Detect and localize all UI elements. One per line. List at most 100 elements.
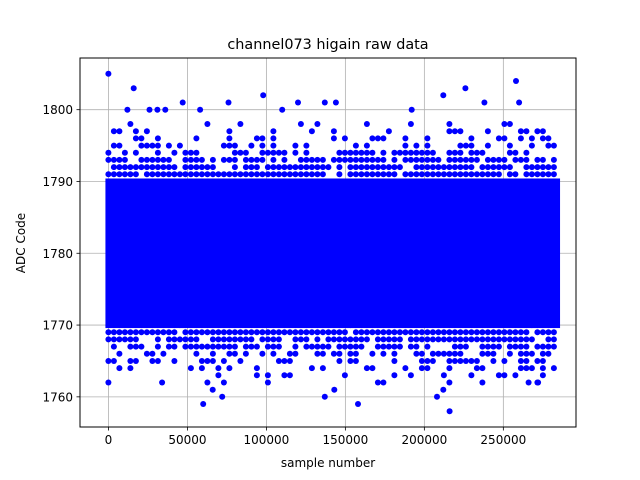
data-point (314, 336, 321, 343)
data-point (528, 164, 535, 171)
data-point (138, 164, 145, 171)
data-point (281, 329, 288, 336)
data-point (418, 329, 425, 336)
data-point (462, 178, 469, 185)
data-point (418, 336, 425, 343)
data-point (446, 336, 453, 343)
data-point (424, 343, 431, 350)
data-point (429, 336, 436, 343)
data-point (292, 142, 299, 149)
data-point (418, 350, 425, 357)
y-tick-label: 1770 (42, 319, 73, 333)
data-point (451, 164, 458, 171)
data-point (209, 171, 216, 178)
data-point (352, 350, 359, 357)
data-point (105, 329, 112, 336)
data-point (198, 322, 205, 329)
data-point (451, 358, 458, 364)
data-point (154, 156, 161, 163)
data-point (143, 156, 150, 163)
data-point (402, 142, 409, 149)
data-point (132, 322, 139, 329)
x-tick-label: 0 (105, 433, 113, 447)
data-point (534, 171, 541, 178)
data-point (231, 142, 238, 149)
data-point (215, 372, 222, 379)
data-point (506, 149, 513, 156)
data-point (176, 171, 183, 178)
data-point (457, 343, 464, 350)
data-point (215, 171, 222, 178)
data-point (517, 365, 524, 372)
data-point (385, 171, 392, 178)
data-point (446, 128, 453, 135)
data-point (292, 350, 299, 357)
data-point (132, 178, 139, 185)
data-point (336, 343, 343, 350)
data-point (171, 164, 178, 171)
data-point (154, 178, 161, 185)
data-point (545, 142, 552, 149)
chart-title: channel073 higain raw data (227, 37, 428, 53)
data-point (495, 343, 502, 350)
data-point (380, 336, 387, 343)
data-point (374, 379, 381, 386)
data-point (105, 70, 112, 77)
data-point (479, 350, 486, 357)
data-point (352, 156, 359, 163)
data-point (413, 343, 420, 350)
data-point (226, 365, 233, 372)
data-point (385, 329, 392, 336)
data-point (193, 135, 200, 142)
data-point (303, 156, 310, 163)
data-point (446, 350, 453, 357)
data-point (369, 322, 376, 329)
data-point (138, 343, 145, 350)
data-point (198, 178, 205, 185)
data-point (429, 164, 436, 171)
data-point (226, 156, 233, 163)
data-point (297, 164, 304, 171)
data-point (204, 358, 211, 364)
data-point (146, 106, 153, 113)
data-point (171, 171, 178, 178)
data-point (523, 156, 530, 163)
data-point (512, 149, 519, 156)
data-point (517, 358, 524, 364)
data-point (347, 336, 354, 343)
data-point (193, 149, 200, 156)
data-point (380, 171, 387, 178)
data-point (523, 329, 530, 336)
data-point (242, 329, 249, 336)
data-point (408, 106, 415, 113)
data-point (446, 171, 453, 178)
data-point (110, 329, 117, 336)
data-point (330, 336, 337, 343)
data-point (512, 329, 519, 336)
data-point (149, 329, 156, 336)
data-point (501, 322, 508, 329)
data-point (127, 171, 134, 178)
data-point (484, 178, 491, 185)
data-point (116, 156, 123, 163)
data-point (127, 164, 134, 171)
data-point (352, 343, 359, 350)
data-point (253, 156, 260, 163)
data-point (132, 164, 139, 171)
data-point (391, 358, 398, 364)
data-point (292, 343, 299, 350)
data-point (506, 336, 513, 343)
data-point (539, 372, 546, 379)
data-point (330, 178, 337, 185)
data-point (325, 329, 332, 336)
data-point (358, 171, 365, 178)
data-point (484, 322, 491, 329)
data-point (473, 149, 480, 156)
data-point (424, 149, 431, 156)
data-point (517, 350, 524, 357)
data-point (407, 149, 414, 156)
data-point (242, 149, 249, 156)
data-point (369, 164, 376, 171)
data-point (116, 322, 123, 329)
data-point (198, 329, 205, 336)
